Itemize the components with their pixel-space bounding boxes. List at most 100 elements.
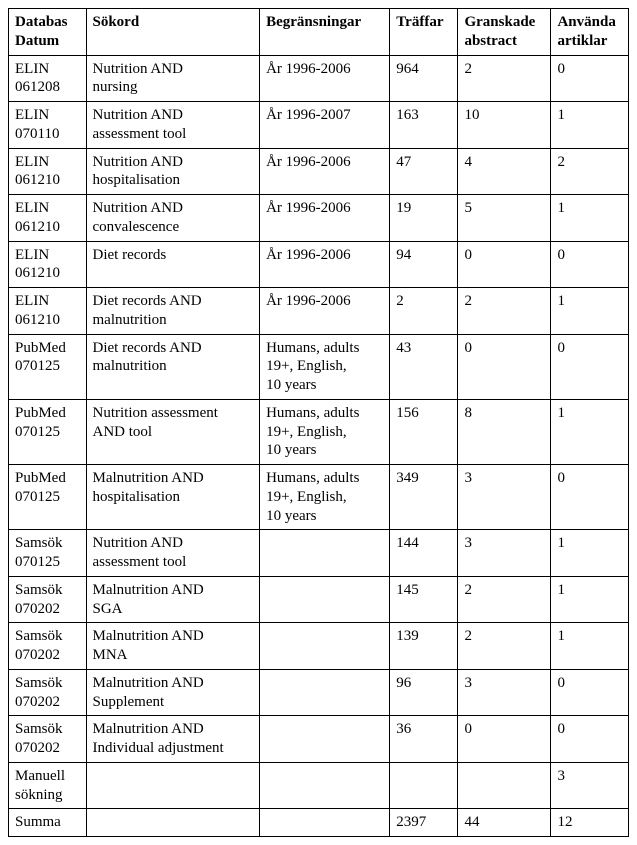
cell-sokord-line1: Nutrition assessment xyxy=(93,405,218,421)
cell-begransningar: Humans, adults19+, English,10 years xyxy=(260,334,390,399)
cell-begransningar-line1: Humans, adults xyxy=(266,340,359,356)
cell-anvanda-line1: 1 xyxy=(557,535,565,551)
col-header-line1: Granskade xyxy=(464,14,535,30)
cell-begransningar xyxy=(260,669,390,716)
cell-databas-line1: ELIN xyxy=(15,200,49,216)
cell-sokord: Malnutrition ANDIndividual adjustment xyxy=(86,716,260,763)
cell-databas-line2: 061210 xyxy=(15,312,60,328)
cell-begransningar-line1: År 1996-2007 xyxy=(266,107,351,123)
cell-sokord: Diet records ANDmalnutrition xyxy=(86,288,260,335)
cell-anvanda-line1: 1 xyxy=(557,628,565,644)
cell-anvanda: 1 xyxy=(551,399,629,464)
cell-databas-line2: 070125 xyxy=(15,424,60,440)
cell-anvanda-line1: 1 xyxy=(557,405,565,421)
table-body: ELIN061208 Nutrition AND nursing År 1996-20… xyxy=(9,55,629,837)
cell-sokord: Nutrition ANDassessment tool xyxy=(86,102,260,149)
cell-sokord-line1: Diet records AND xyxy=(93,340,202,356)
cell-sokord-line2: nursing xyxy=(93,79,138,95)
cell-anvanda: 0 xyxy=(551,716,629,763)
cell-granskade xyxy=(458,762,551,809)
table-row: Summa23974412 xyxy=(9,809,629,837)
table-row: Samsök070202Malnutrition ANDSGA14521 xyxy=(9,576,629,623)
cell-granskade-line1: 2 xyxy=(464,582,472,598)
cell-databas: ELIN070110 xyxy=(9,102,87,149)
cell-anvanda: 0 xyxy=(551,465,629,530)
cell-begransningar xyxy=(260,576,390,623)
cell-traffar-line1: 145 xyxy=(396,582,419,598)
cell-granskade: 10 xyxy=(458,102,551,149)
cell-traffar: 96 xyxy=(390,669,458,716)
cell-sokord: Diet records xyxy=(86,241,260,288)
cell-sokord xyxy=(86,762,260,809)
cell-traffar-line1: 94 xyxy=(396,247,411,263)
cell-sokord-line1: Nutrition AND xyxy=(93,107,183,123)
cell-granskade: 0 xyxy=(458,334,551,399)
cell-sokord-line1: Nutrition AND xyxy=(93,200,183,216)
table-row: Samsök070202Malnutrition ANDIndividual a… xyxy=(9,716,629,763)
cell-anvanda-line1: 0 xyxy=(557,721,565,737)
cell-traffar: 43 xyxy=(390,334,458,399)
cell-begransningar: År 1996-2006 xyxy=(260,195,390,242)
cell-sokord-line2: hospitalisation xyxy=(93,489,181,505)
col-header-1: Sökord xyxy=(86,9,260,56)
cell-anvanda-line1: 0 xyxy=(557,61,565,77)
cell-databas-line1: Samsök xyxy=(15,582,63,598)
cell-anvanda-line1: 0 xyxy=(557,247,565,263)
cell-sokord-line1: Nutrition AND xyxy=(93,154,183,170)
cell-traffar: 36 xyxy=(390,716,458,763)
cell-traffar-line1: 139 xyxy=(396,628,419,644)
cell-granskade: 4 xyxy=(458,148,551,195)
cell-anvanda: 3 xyxy=(551,762,629,809)
cell-sokord: Malnutrition ANDhospitalisation xyxy=(86,465,260,530)
cell-granskade: 2 xyxy=(458,576,551,623)
cell-traffar: 144 xyxy=(390,530,458,577)
cell-sokord-line2: convalescence xyxy=(93,219,180,235)
table-row: ELIN061210Diet recordsÅr 1996-20069400 xyxy=(9,241,629,288)
table-row: PubMed070125Diet records ANDmalnutrition… xyxy=(9,334,629,399)
table-row: ELIN061208Nutrition ANDnursingÅr 1996-20… xyxy=(9,55,629,102)
cell-granskade-line1: 3 xyxy=(464,470,472,486)
cell-anvanda: 0 xyxy=(551,669,629,716)
cell-databas-line2: 070202 xyxy=(15,694,60,710)
cell-sokord-line2: assessment tool xyxy=(93,554,187,570)
cell-anvanda-line1: 1 xyxy=(557,200,565,216)
cell-databas: Samsök070202 xyxy=(9,716,87,763)
cell-databas-line1: PubMed xyxy=(15,340,66,356)
header-row: DatabasDatumSökordBegränsningarTräffarGr… xyxy=(9,9,629,56)
cell-anvanda: 1 xyxy=(551,623,629,670)
cell-databas-line1: ELIN xyxy=(15,107,49,123)
cell-databas: ELIN061208 xyxy=(9,55,87,102)
cell-sokord: Nutrition ANDassessment tool xyxy=(86,530,260,577)
table-row: Samsök070202Malnutrition ANDMNA13921 xyxy=(9,623,629,670)
cell-databas-line1: PubMed xyxy=(15,405,66,421)
cell-begransningar-line1: År 1996-2006 xyxy=(266,247,351,263)
cell-anvanda-line1: 0 xyxy=(557,675,565,691)
cell-begransningar-line1: År 1996-2006 xyxy=(266,293,351,309)
col-header-line1: Träffar xyxy=(396,14,443,30)
cell-begransningar-line1: År 1996-2006 xyxy=(266,61,351,77)
cell-traffar-line1: 2 xyxy=(396,293,404,309)
cell-traffar: 19 xyxy=(390,195,458,242)
cell-databas-line1: Samsök xyxy=(15,535,63,551)
cell-traffar: 964 xyxy=(390,55,458,102)
cell-begransningar xyxy=(260,530,390,577)
cell-databas-line1: PubMed xyxy=(15,470,66,486)
cell-begransningar: År 1996-2006 xyxy=(260,55,390,102)
cell-anvanda: 1 xyxy=(551,576,629,623)
cell-anvanda: 1 xyxy=(551,288,629,335)
cell-sokord-line1: Malnutrition AND xyxy=(93,721,204,737)
cell-databas: ELIN061210 xyxy=(9,195,87,242)
col-header-line2: abstract xyxy=(464,33,517,49)
cell-sokord: Malnutrition ANDSupplement xyxy=(86,669,260,716)
cell-granskade-line1: 44 xyxy=(464,814,479,830)
cell-granskade: 2 xyxy=(458,55,551,102)
cell-begransningar-line2: 19+, English, xyxy=(266,489,347,505)
cell-anvanda-line1: 0 xyxy=(557,340,565,356)
cell-databas-line2: 070202 xyxy=(15,647,60,663)
cell-sokord-line2: malnutrition xyxy=(93,358,167,374)
col-header-line2: artiklar xyxy=(557,33,607,49)
cell-databas-line2: 070202 xyxy=(15,601,60,617)
cell-traffar xyxy=(390,762,458,809)
cell-begransningar xyxy=(260,809,390,837)
cell-traffar-line1: 36 xyxy=(396,721,411,737)
